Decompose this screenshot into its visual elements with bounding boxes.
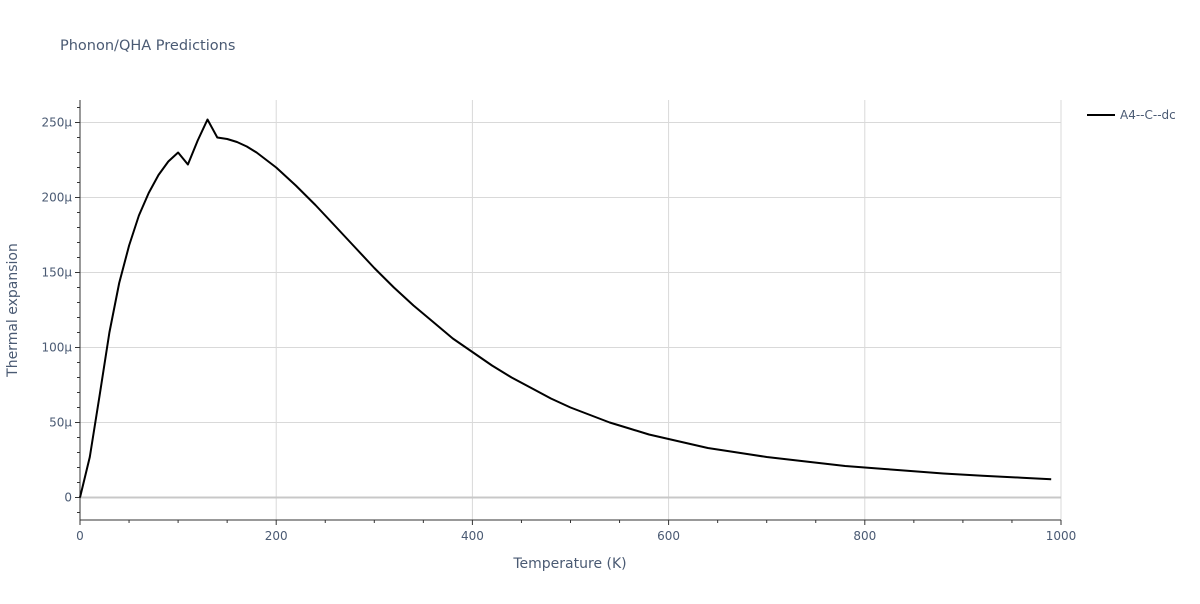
legend[interactable]: A4--C--dc [1087, 108, 1176, 122]
axes [75, 100, 1062, 525]
y-tick-label: 200µ [41, 191, 72, 205]
y-tick-label: 250µ [41, 116, 72, 130]
x-axis-title: Temperature (K) [512, 556, 626, 572]
x-tick-label: 0 [76, 529, 84, 543]
tick-labels: 0 200 400 600 800 1000 0 50µ 100µ 150µ 200µ 250µ [41, 116, 1076, 544]
series-line-A4--C--dc[interactable] [79, 118, 1052, 498]
y-tick-label: 100µ [41, 341, 72, 355]
chart-title: Phonon/QHA Predictions [60, 38, 235, 54]
y-tick-label: 150µ [41, 266, 72, 280]
legend-label: A4--C--dc [1120, 108, 1176, 122]
x-tick-label: 800 [853, 529, 876, 543]
y-tick-label: 50µ [49, 416, 72, 430]
x-tick-label: 600 [657, 529, 680, 543]
x-tick-label: 200 [265, 529, 288, 543]
y-tick-label: 0 [64, 491, 72, 505]
x-tick-label: 400 [461, 529, 484, 543]
y-axis-title: Thermal expansion [5, 243, 21, 378]
x-tick-label: 1000 [1046, 529, 1077, 543]
plot-area [79, 118, 1052, 498]
grid [80, 100, 1062, 520]
